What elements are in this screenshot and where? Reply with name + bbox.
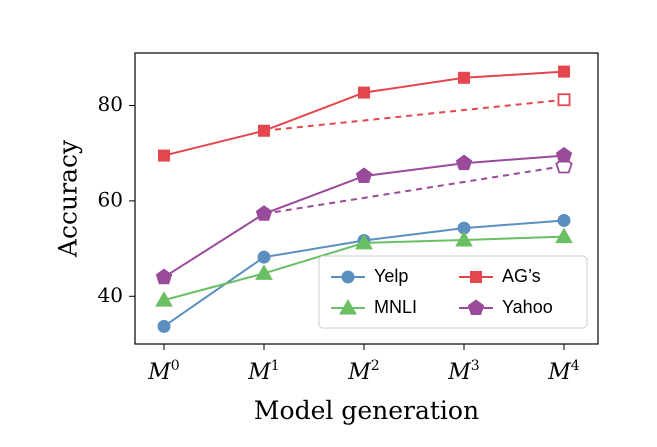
data-point-mnli: [155, 291, 173, 307]
legend-box: [318, 255, 588, 329]
data-point-yelp: [557, 213, 571, 227]
data-point-mnli: [455, 230, 473, 247]
series-line-ags: [163, 70, 565, 157]
y-tick-label: 60: [98, 187, 123, 211]
data-point-yelp: [157, 319, 171, 333]
y-tick-label: 80: [98, 92, 123, 116]
data-point-ags: [358, 86, 370, 99]
data-point-yahoo: [155, 268, 173, 285]
data-point-mnli: [355, 233, 373, 250]
x-tick-label: M1: [247, 358, 279, 385]
data-point-ags: [258, 124, 270, 137]
legend-marker-yelp: [341, 270, 355, 284]
legend: Yelp AG’s MNLI Yahoo: [318, 255, 588, 329]
legend-marker-mnli: [339, 298, 357, 315]
series-yahoo: [155, 146, 573, 285]
data-point-ags: [458, 71, 470, 84]
projection-point-ags: [557, 93, 571, 107]
legend-label-yahoo: Yahoo: [502, 297, 553, 317]
y-tick-label: 40: [98, 283, 123, 307]
data-point-yahoo: [255, 205, 273, 221]
data-point-yelp: [257, 250, 271, 264]
ticks-layer: 40 60 80 M0 M1 M2 M3 M4: [98, 92, 580, 385]
series-layer: [155, 65, 573, 333]
x-tick-label: M2: [347, 358, 379, 385]
data-point-yahoo: [455, 154, 473, 171]
data-point-yahoo: [355, 167, 373, 184]
projection-line-yahoo: [263, 165, 565, 215]
series-ags: [158, 65, 570, 162]
x-tick-label: M4: [547, 358, 580, 385]
legend-label-ags: AG’s: [502, 266, 541, 286]
y-axis-label: Accuracy: [54, 139, 83, 258]
x-tick-label: M0: [147, 358, 179, 385]
x-tick-label: M3: [447, 358, 479, 385]
legend-label-mnli: MNLI: [374, 297, 417, 317]
data-point-ags: [158, 149, 170, 162]
data-point-mnli: [555, 227, 573, 244]
projection-line-ags: [263, 98, 565, 132]
legend-marker-ags: [470, 271, 482, 283]
data-point-mnli: [255, 264, 273, 280]
plot-frame: [134, 52, 599, 345]
legend-marker-yahoo: [467, 299, 485, 315]
data-point-ags: [558, 65, 570, 78]
legend-label-yelp: Yelp: [374, 266, 408, 286]
x-axis-label: Model generation: [254, 396, 479, 425]
series-mnli: [155, 227, 573, 307]
data-point-yahoo: [555, 146, 573, 163]
